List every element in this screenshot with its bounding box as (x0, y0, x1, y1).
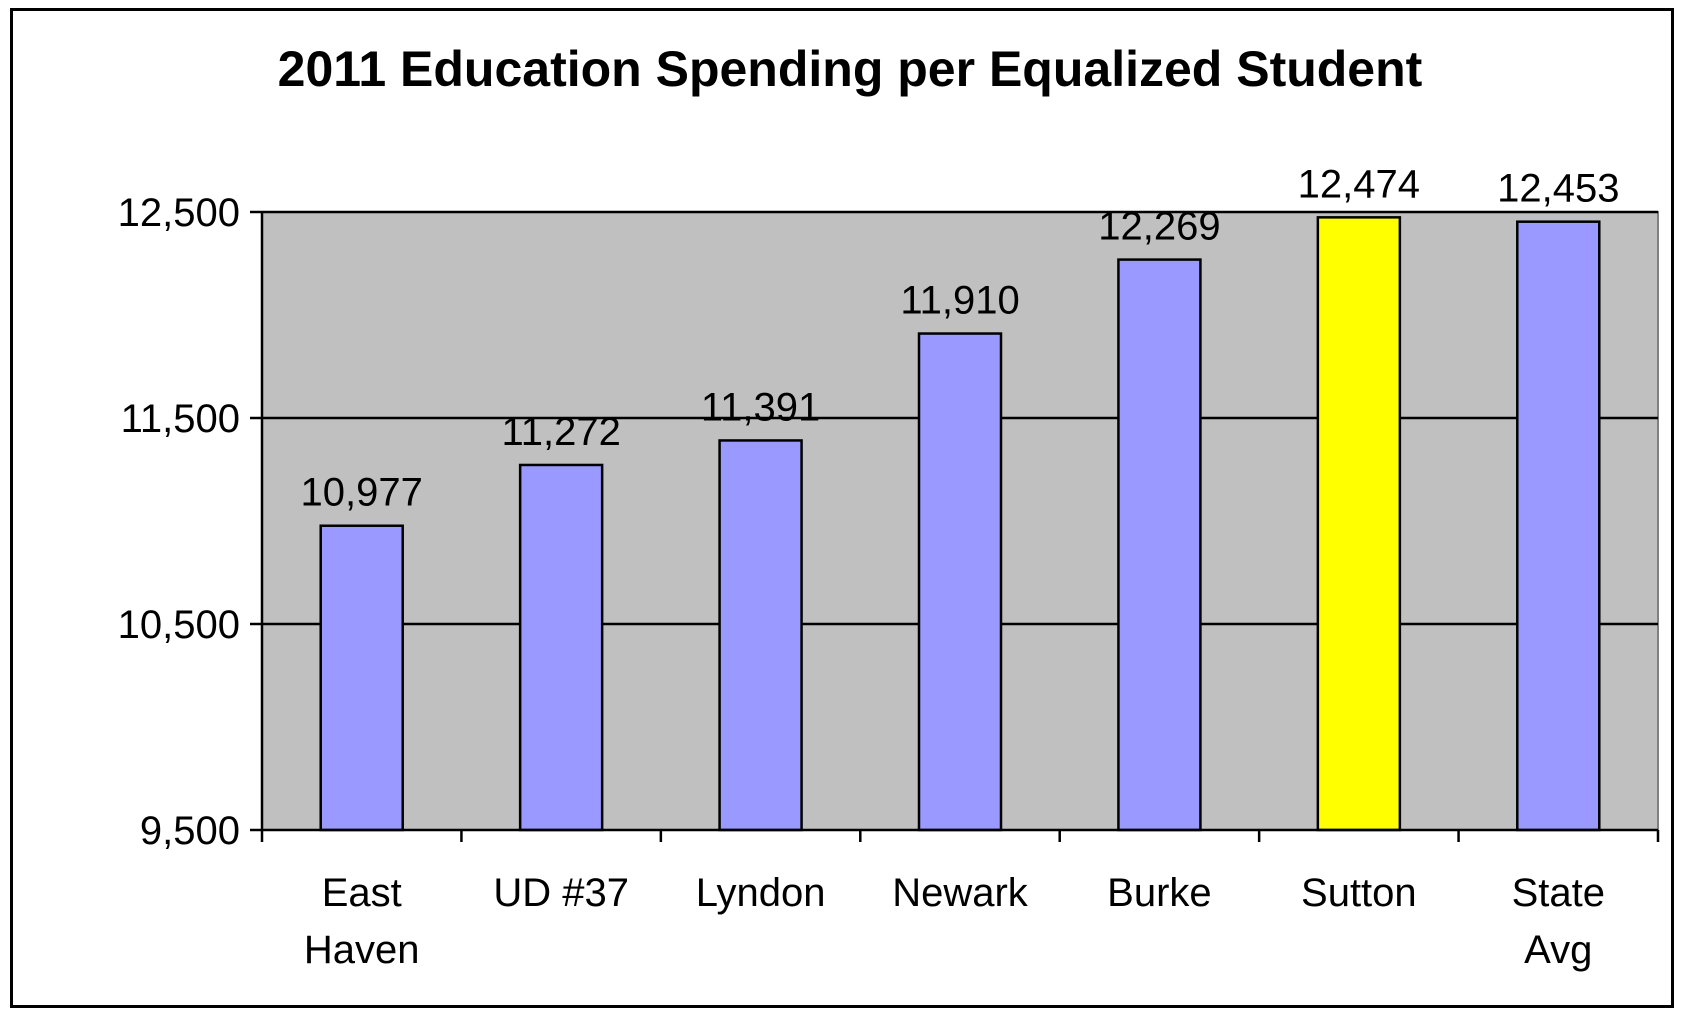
chart-title: 2011 Education Spending per Equalized St… (277, 41, 1423, 97)
y-tick-label: 9,500 (140, 809, 240, 853)
x-tick-label: Lyndon (696, 871, 826, 915)
x-tick-label: State (1512, 871, 1605, 915)
bar (319, 524, 404, 832)
bar (917, 332, 1003, 832)
x-tick-label: Sutton (1301, 871, 1417, 915)
data-label: 11,910 (900, 279, 1019, 323)
x-tick-label: Avg (1524, 928, 1592, 972)
bar (1316, 216, 1402, 832)
data-label: 11,391 (701, 385, 820, 429)
data-label: 11,272 (501, 410, 620, 454)
x-tick-label: Burke (1107, 871, 1212, 915)
x-tick-label: Newark (892, 871, 1029, 915)
data-label: 12,453 (1497, 167, 1619, 211)
y-tick-label: 10,500 (118, 603, 240, 647)
bar (718, 439, 803, 832)
y-tick-label: 12,500 (118, 191, 240, 235)
bar (1516, 220, 1601, 832)
y-tick-label: 11,500 (121, 397, 240, 441)
x-tick-label: Haven (304, 928, 420, 972)
x-tick-label: East (322, 871, 402, 915)
bar (518, 463, 604, 832)
data-label: 10,977 (301, 471, 423, 515)
bar (1117, 258, 1202, 832)
data-label: 12,269 (1098, 205, 1220, 249)
data-label: 12,474 (1298, 162, 1420, 206)
x-tick-label: UD #37 (493, 871, 629, 915)
